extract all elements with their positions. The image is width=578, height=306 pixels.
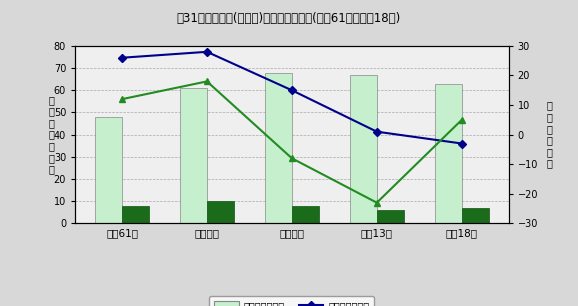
Bar <box>207 201 234 223</box>
Bar <box>292 206 319 223</box>
Bar <box>95 117 122 223</box>
Bar <box>265 73 292 223</box>
Y-axis label: 事
業
所
数
（
千
）: 事 業 所 数 （ 千 ） <box>48 95 54 174</box>
Bar <box>377 210 404 223</box>
Bar <box>350 75 377 223</box>
Bar <box>462 208 489 223</box>
Bar <box>435 84 462 223</box>
Y-axis label: 増
加
率
（
％
）: 増 加 率 （ ％ ） <box>546 101 552 169</box>
Text: 図31　企業類型(２区分)別企業数の推移(昭和61年～平成18年): 図31 企業類型(２区分)別企業数の推移(昭和61年～平成18年) <box>177 12 401 25</box>
Legend: 単一事業所企業, 複数事業所企業, 単一事業所企業, 複数事業所企業: 単一事業所企業, 複数事業所企業, 単一事業所企業, 複数事業所企業 <box>209 296 375 306</box>
Bar <box>122 206 149 223</box>
Bar <box>180 88 207 223</box>
